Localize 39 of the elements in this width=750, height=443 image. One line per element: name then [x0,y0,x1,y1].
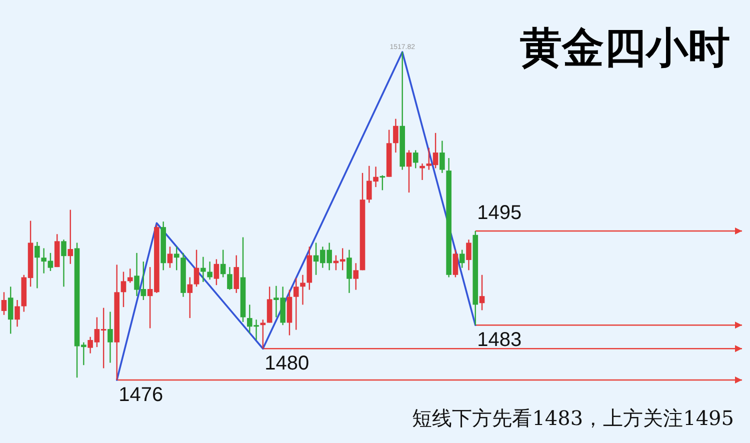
candlestick [459,249,465,268]
candlestick [220,249,226,278]
candlestick [61,239,66,288]
candlestick [234,254,240,294]
ref-line-label: 1483 [477,329,522,352]
candlestick [293,277,299,330]
candlestick [120,271,126,308]
candlestick [406,150,412,194]
candlestick [207,260,212,280]
candlestick [68,209,74,265]
text: 短线下方先看1483，上方关注1495 [412,406,734,430]
candlestick [214,258,220,286]
candlestick [266,286,272,324]
candlestick [14,299,20,328]
candlestick [346,249,352,294]
candlestick [412,150,418,169]
candlestick [34,241,40,289]
candlestick [353,262,359,290]
candlestick [194,249,200,288]
candlestick [479,274,485,311]
candlestick [108,311,113,364]
candlestick [1,292,7,316]
text: 黄金四小时 [520,23,730,72]
candlestick [8,286,14,334]
candlestick [300,274,306,306]
candlestick [167,246,173,268]
ref-line-label: 1495 [477,202,522,224]
candlestick [200,256,206,283]
candlestick [380,174,386,191]
candlestick [452,249,458,278]
candlestick [466,239,472,271]
candlestick [393,118,398,154]
candlestick [187,276,193,319]
candlestick [127,268,133,284]
ref-line-label: 1476 [118,384,164,406]
candlestick [174,246,180,271]
ref-line-label: 1480 [264,352,310,375]
candlestick [440,140,445,174]
candlestick [227,266,232,290]
